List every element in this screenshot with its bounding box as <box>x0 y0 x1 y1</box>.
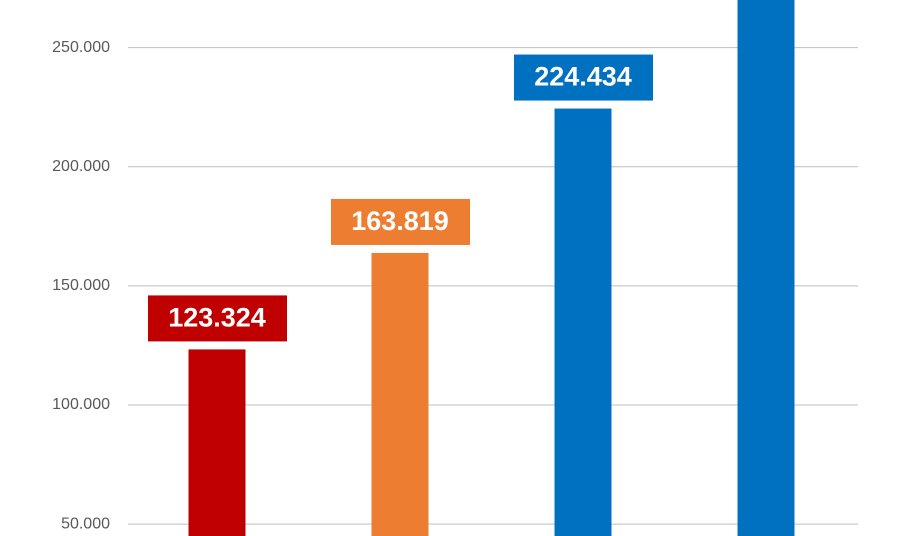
value-label: 123.324 <box>168 303 266 333</box>
value-label-box <box>514 54 653 101</box>
bar <box>188 349 246 536</box>
bar <box>737 0 795 536</box>
value-label-box <box>331 198 470 245</box>
value-label-box <box>148 295 287 342</box>
value-label: 163.819 <box>351 206 449 236</box>
y-tick-label: 250.000 <box>52 39 110 56</box>
value-label: 224.434 <box>534 62 632 92</box>
y-tick-label: 50.000 <box>61 515 110 532</box>
y-tick-label: 200.000 <box>52 158 110 175</box>
y-tick-label: 100.000 <box>52 396 110 413</box>
y-tick-label: 150.000 <box>52 277 110 294</box>
bar <box>371 252 429 536</box>
bar <box>554 108 612 536</box>
